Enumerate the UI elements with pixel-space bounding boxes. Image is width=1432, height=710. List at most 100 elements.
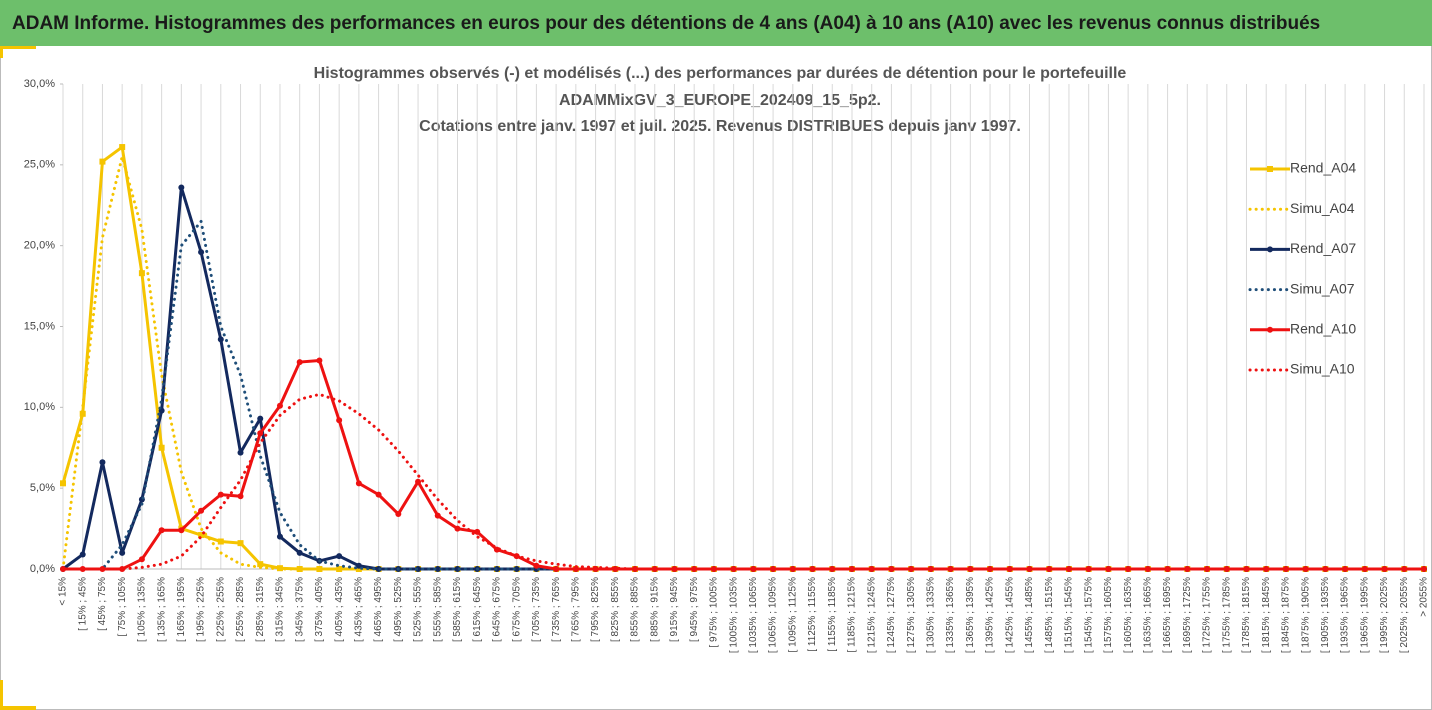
x-tick-label: [ 825% ; 855% [610, 577, 621, 642]
marker [99, 158, 106, 165]
marker [474, 528, 481, 535]
x-tick-label: [ 615% ; 645% [472, 577, 483, 642]
x-tick-label: [ 1785% ; 1815% [1241, 577, 1252, 653]
x-tick-label: [ 465% ; 495% [373, 577, 384, 642]
y-tick-label: 10,0% [24, 401, 55, 413]
x-tick-label: [ 1425% ; 1455% [1004, 577, 1015, 653]
marker [276, 402, 283, 409]
marker [217, 538, 224, 545]
x-tick-label: [ 1245% ; 1275% [886, 577, 897, 653]
x-tick-label: [ 75% ; 105% [117, 577, 128, 637]
x-tick-label: [ 285% ; 315% [255, 577, 266, 642]
marker [395, 511, 402, 518]
x-tick-label: [ 345% ; 375% [294, 577, 305, 642]
marker [868, 566, 875, 572]
x-tick-label: [ 435% ; 465% [354, 577, 365, 642]
marker [99, 566, 106, 572]
marker [217, 491, 224, 498]
x-tick-label: [ 555% ; 585% [432, 577, 443, 642]
marker [1144, 566, 1151, 572]
marker [316, 357, 323, 364]
x-tick-label: [ 165% ; 195% [176, 577, 187, 642]
y-tick-label: 0,0% [30, 563, 55, 575]
chart-title: Histogrammes observés (-) et modélisés (… [314, 65, 1127, 82]
marker [1381, 566, 1388, 572]
x-tick-label: [ 735% ; 765% [551, 577, 562, 642]
y-tick-label: 30,0% [24, 78, 55, 90]
marker [1421, 566, 1427, 572]
marker [553, 566, 560, 572]
x-tick-label: > 2055% [1419, 577, 1430, 617]
marker [119, 144, 126, 151]
x-tick-label: [ 645% ; 675% [492, 577, 503, 642]
marker [336, 553, 343, 560]
x-tick-label: [ 225% ; 255% [215, 577, 226, 642]
x-tick-label: [ 1095% ; 1125% [787, 577, 798, 653]
marker [789, 566, 796, 572]
legend-marker [1267, 166, 1273, 172]
x-tick-label: [ 1755% ; 1785% [1221, 577, 1232, 653]
x-tick-label: [ 1815% ; 1845% [1261, 577, 1272, 653]
x-tick-label: [ 705% ; 735% [531, 577, 542, 642]
x-tick-label: < 15% [58, 577, 69, 606]
accent [0, 706, 36, 710]
x-tick-label: [ 1365% ; 1395% [965, 577, 976, 653]
x-tick-label: [ 1065% ; 1095% [768, 577, 779, 653]
accent [0, 46, 3, 58]
marker [888, 566, 895, 572]
x-tick-label: [ 255% ; 285% [235, 577, 246, 642]
marker [138, 556, 145, 563]
x-tick-label: [ 975% ; 1005% [709, 577, 720, 648]
marker [1046, 566, 1053, 572]
marker [178, 527, 185, 534]
marker [296, 359, 303, 366]
x-tick-label: [ 1665% ; 1695% [1162, 577, 1173, 653]
marker [513, 566, 520, 572]
x-tick-label: [ 1185% ; 1215% [847, 577, 858, 653]
x-tick-label: [ 1875% ; 1905% [1300, 577, 1311, 653]
x-tick-label: [ 1545% ; 1575% [1083, 577, 1094, 653]
x-tick-label: [ 1305% ; 1335% [926, 577, 937, 653]
marker [533, 562, 540, 569]
x-tick-label: [ 1125% ; 1155% [807, 577, 818, 652]
marker [296, 549, 303, 556]
x-tick-label: [ 1995% ; 2025% [1379, 577, 1390, 653]
marker [1302, 566, 1309, 572]
x-tick-label: [ 525% ; 555% [413, 577, 424, 642]
x-tick-label: [ 675% ; 705% [511, 577, 522, 642]
marker [355, 480, 362, 487]
marker [198, 507, 205, 514]
x-tick-label: [ 1035% ; 1065% [748, 577, 759, 653]
marker [60, 480, 66, 487]
x-tick-label: [ 1845% ; 1875% [1281, 577, 1292, 653]
x-tick-label: [ 795% ; 825% [590, 577, 601, 642]
marker [454, 566, 461, 572]
series-line [61, 392, 1426, 571]
marker [178, 184, 185, 191]
marker [632, 566, 639, 572]
legend-label: Simu_A04 [1290, 200, 1355, 216]
y-tick-label: 25,0% [24, 159, 55, 171]
marker [415, 478, 422, 485]
x-tick-label: [ 15% ; 45% [77, 577, 88, 631]
marker [434, 512, 441, 519]
marker [434, 566, 441, 572]
x-tick-label: [ 1725% ; 1755% [1202, 577, 1213, 653]
x-tick-label: [ 495% ; 525% [393, 577, 404, 642]
legend-label: Simu_A10 [1290, 361, 1355, 377]
x-tick-label: [ 45% ; 75% [97, 577, 108, 631]
x-tick-label: [ 1275% ; 1305% [906, 577, 917, 653]
marker [710, 566, 717, 572]
marker [237, 493, 244, 500]
x-tick-label: [ 1395% ; 1425% [985, 577, 996, 653]
marker [947, 566, 954, 572]
x-tick-label: [ 1485% ; 1515% [1044, 577, 1055, 653]
marker [198, 532, 205, 539]
marker [316, 566, 323, 572]
marker [158, 444, 165, 451]
x-tick-label: [ 315% ; 345% [275, 577, 286, 642]
marker [967, 566, 974, 572]
x-tick-label: [ 1905% ; 1935% [1320, 577, 1331, 653]
marker [257, 430, 264, 437]
marker [375, 491, 382, 498]
